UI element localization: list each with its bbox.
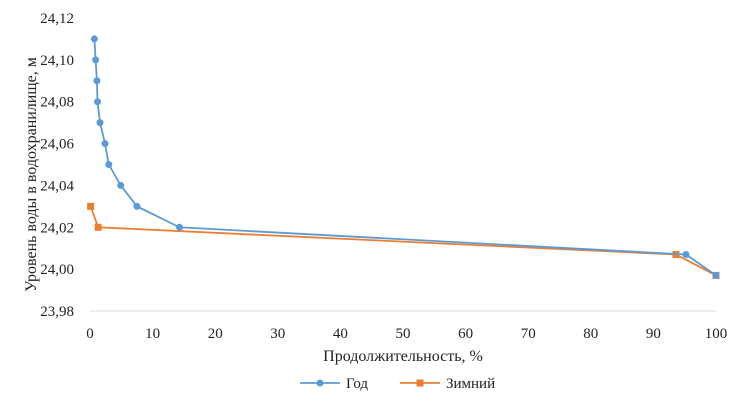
data-point	[133, 202, 141, 210]
y-axis-title: Уровень воды в водохранилище, м	[23, 57, 40, 292]
x-tick-label: 40	[333, 326, 348, 342]
y-tick-label: 24,00	[40, 262, 74, 278]
x-tick-label: 60	[458, 326, 473, 342]
x-tick-label: 80	[583, 326, 598, 342]
legend-label: Год	[346, 376, 368, 392]
x-tick-label: 100	[705, 326, 728, 342]
data-point	[94, 98, 102, 106]
legend-swatch-marker	[316, 379, 324, 387]
y-tick-label: 24,04	[40, 178, 74, 194]
data-point	[117, 181, 125, 189]
data-point	[682, 250, 690, 258]
data-point	[176, 223, 184, 231]
data-point	[94, 223, 102, 231]
y-tick-label: 24,02	[40, 220, 74, 236]
x-tick-label: 10	[145, 326, 160, 342]
y-tick-label: 24,12	[40, 11, 74, 27]
legend-label: Зимний	[446, 376, 495, 392]
x-tick-label: 30	[270, 326, 285, 342]
x-tick-label: 70	[521, 326, 536, 342]
data-point	[105, 161, 113, 168]
y-tick-label: 24,08	[40, 95, 74, 111]
series-line	[89, 206, 717, 277]
x-tick-label: 90	[646, 326, 661, 342]
data-point	[96, 119, 104, 127]
data-point	[90, 35, 98, 43]
data-point	[92, 56, 100, 64]
data-point	[87, 202, 95, 210]
y-tick-label: 23,98	[40, 304, 74, 320]
series-line	[93, 38, 717, 277]
legend-swatch-marker	[416, 379, 424, 387]
x-tick-label: 0	[86, 326, 94, 342]
data-point	[101, 140, 109, 148]
x-tick-label: 20	[208, 326, 223, 342]
x-axis-title: Продолжительность, %	[323, 348, 483, 365]
x-tick-label: 50	[396, 326, 411, 342]
y-tick-label: 24,06	[40, 137, 74, 153]
data-point	[93, 77, 101, 85]
y-tick-label: 24,10	[40, 53, 74, 69]
data-point	[712, 271, 720, 279]
